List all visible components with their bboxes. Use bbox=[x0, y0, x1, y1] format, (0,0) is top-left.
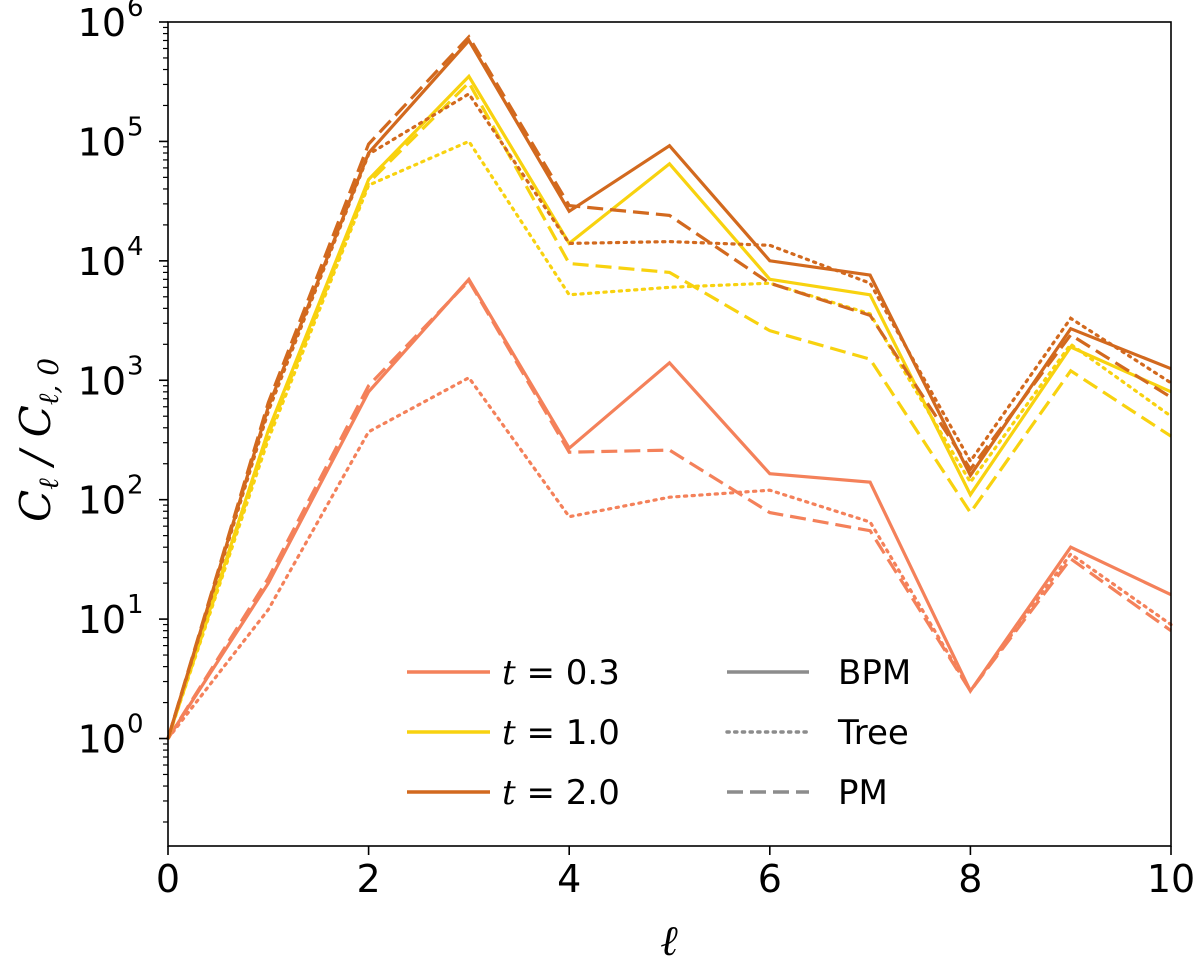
y-tick-exponent: 0 bbox=[127, 710, 144, 740]
y-tick-exponent: 3 bbox=[127, 351, 144, 381]
y-tick-label: 10 bbox=[78, 359, 126, 403]
series-line-t1-0-bpm bbox=[166, 73, 1172, 739]
y-tick-exponent: 4 bbox=[127, 232, 144, 262]
legend-label-t2-0: t = 2.0 bbox=[502, 773, 620, 813]
y-tick-label: 10 bbox=[78, 120, 126, 164]
series-line-t0-3-tree bbox=[166, 375, 1173, 741]
series-line-t0-3-pm bbox=[166, 278, 1172, 740]
legend-label-tree: Tree bbox=[837, 713, 909, 753]
svg-text:Cℓ / Cℓ, 0: Cℓ / Cℓ, 0 bbox=[11, 358, 65, 522]
y-tick-exponent: 5 bbox=[127, 112, 144, 142]
legend: t = 0.3 t = 1.0 t = 2.0 BPM Tree PM bbox=[407, 653, 911, 813]
x-tick-label: 4 bbox=[557, 857, 581, 901]
x-axis-label: ℓ bbox=[660, 916, 678, 960]
x-tick-label: 6 bbox=[758, 857, 782, 901]
y-tick-exponent: 2 bbox=[127, 471, 144, 501]
legend-label-t0-3: t = 0.3 bbox=[502, 653, 620, 693]
series-line-t1-0-tree bbox=[166, 139, 1173, 741]
legend-label-t1-0: t = 1.0 bbox=[502, 713, 620, 753]
series-line-t1-0-pm bbox=[166, 80, 1172, 740]
y-label-slash: / bbox=[11, 437, 60, 478]
y-tick-exponent: 6 bbox=[127, 0, 144, 23]
series-line-t2-0-pm bbox=[166, 34, 1172, 739]
series-line-t0-3-bpm bbox=[166, 276, 1172, 740]
plot-frame bbox=[167, 21, 1172, 847]
y-label-denom-sub: ℓ, 0 bbox=[32, 358, 65, 405]
x-tick-label: 10 bbox=[1147, 857, 1195, 901]
x-tick-label: 8 bbox=[958, 857, 982, 901]
legend-label-pm: PM bbox=[838, 773, 888, 813]
y-tick-exponent: 1 bbox=[127, 590, 144, 620]
y-tick-label: 10 bbox=[78, 1, 126, 45]
y-label-main: C bbox=[11, 490, 60, 522]
y-label-main-sub: ℓ bbox=[32, 478, 65, 490]
y-tick-label: 10 bbox=[78, 598, 126, 642]
y-tick-label: 10 bbox=[78, 479, 126, 523]
legend-label-bpm: BPM bbox=[838, 653, 911, 693]
y-tick-label: 10 bbox=[78, 240, 126, 284]
y-label-denom: C bbox=[11, 405, 60, 437]
series-line-t2-0-bpm bbox=[166, 37, 1172, 739]
x-tick-label: 0 bbox=[156, 857, 180, 901]
x-tick-label: 2 bbox=[357, 857, 381, 901]
series-layer bbox=[166, 34, 1173, 741]
series-line-t2-0-tree bbox=[166, 91, 1173, 741]
y-tick-label: 10 bbox=[78, 718, 126, 762]
y-axis-label: Cℓ / Cℓ, 0 bbox=[11, 358, 65, 522]
